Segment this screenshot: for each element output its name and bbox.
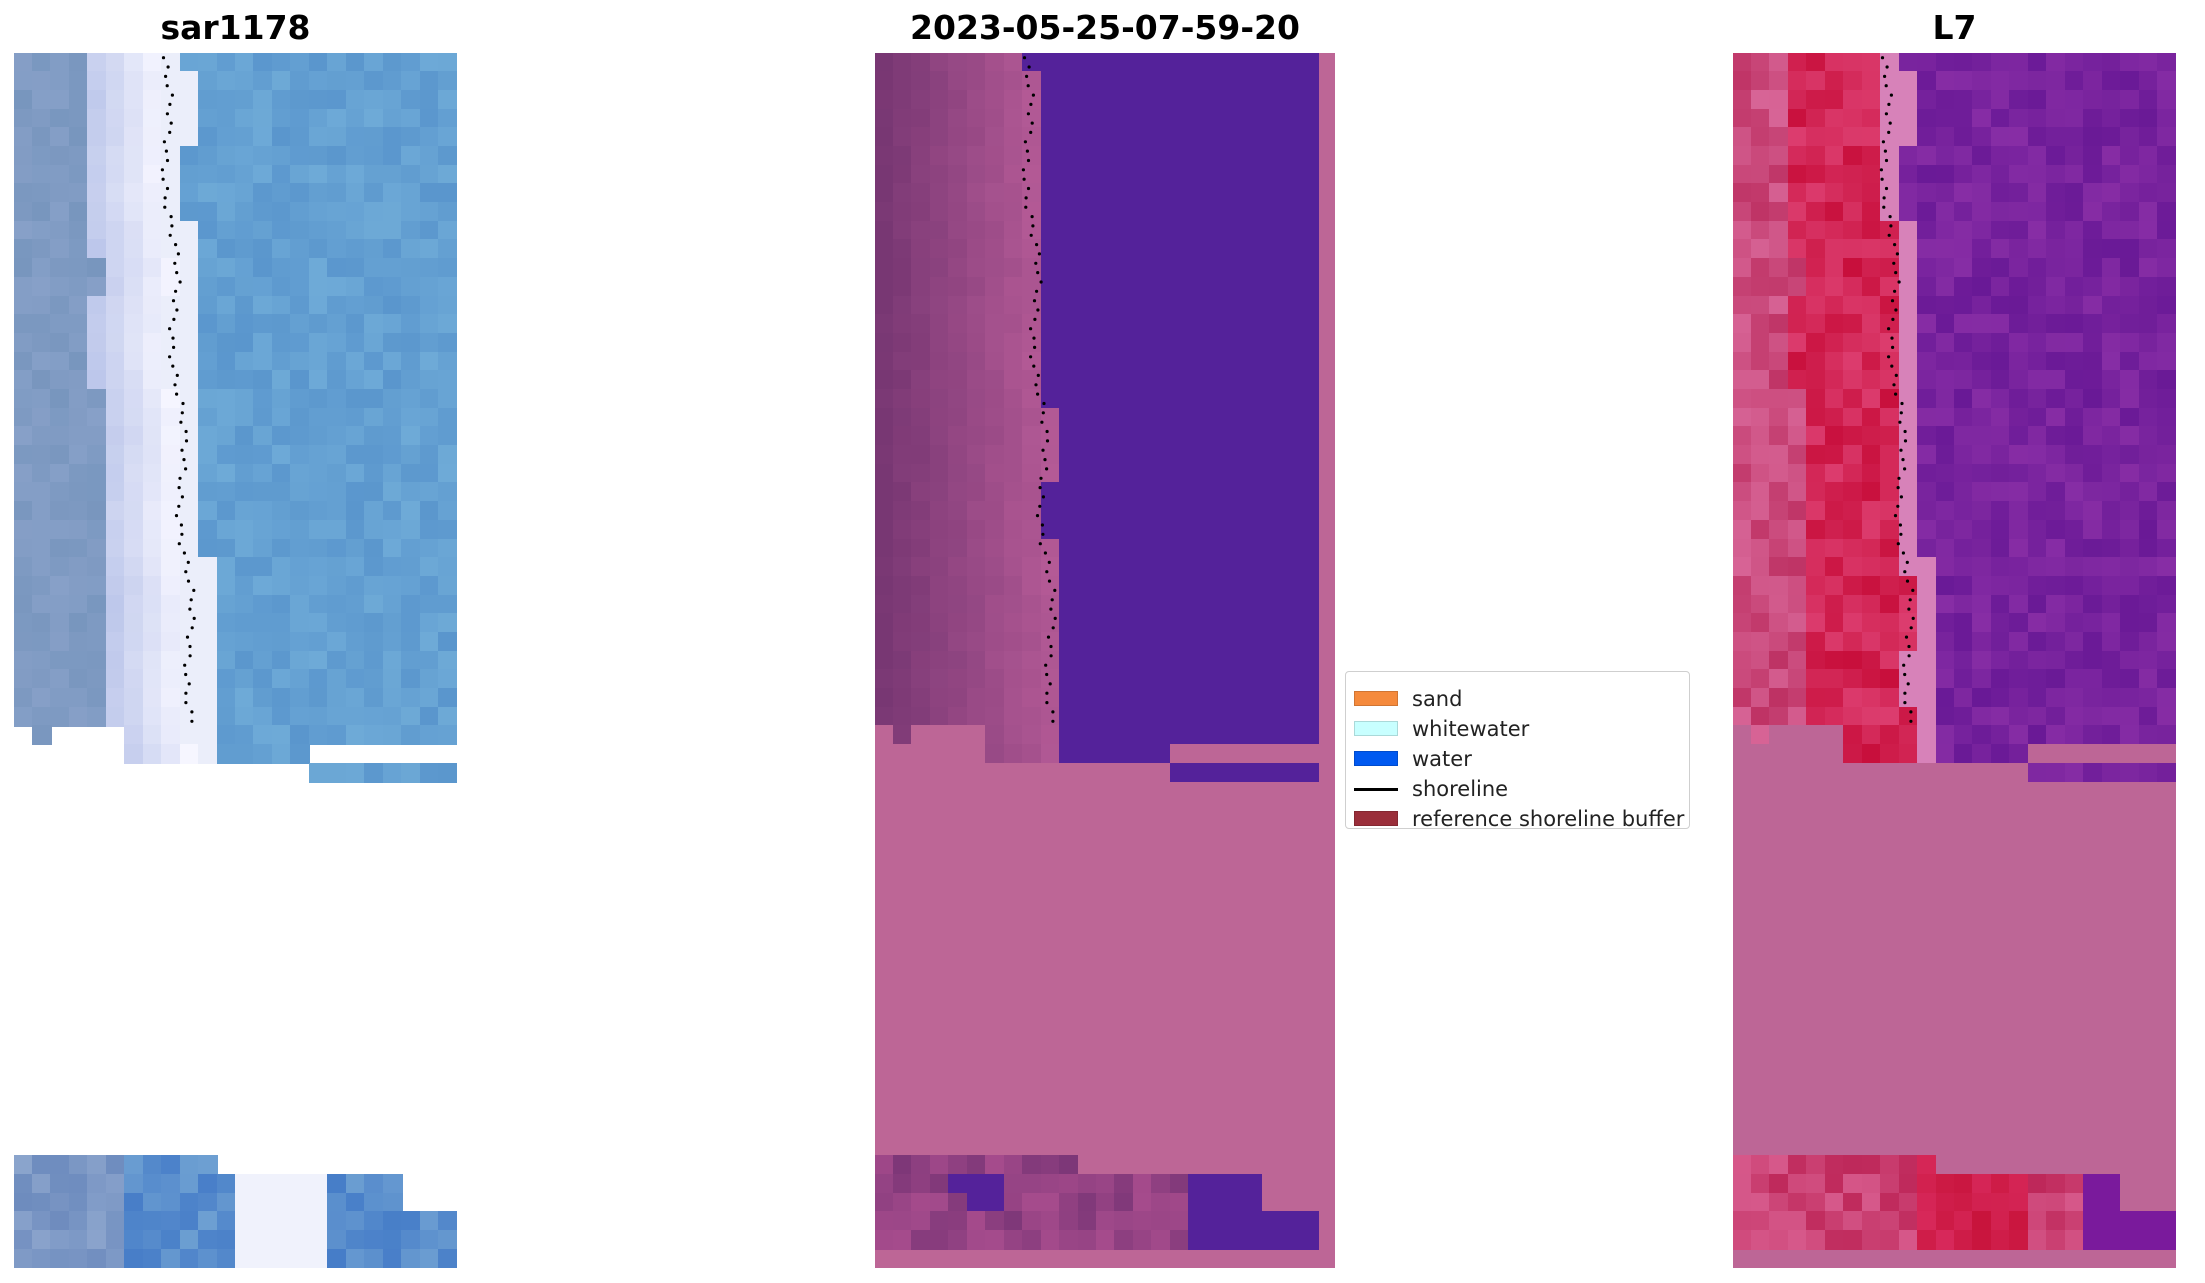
- shoreline-line-swatch: [1354, 788, 1398, 791]
- rgb-image-panel: [14, 53, 457, 1268]
- legend-label: whitewater: [1412, 717, 1530, 741]
- legend-label: shoreline: [1412, 777, 1509, 801]
- index-image: [1733, 53, 2176, 1268]
- panel-title-rgb: sar1178: [160, 8, 311, 47]
- index-image-panel: [1733, 53, 2176, 1268]
- classified-image-panel: [875, 53, 1335, 1268]
- panel-title-index: L7: [1932, 8, 1977, 47]
- reference-buffer-swatch: [1354, 811, 1398, 826]
- sand-swatch: [1354, 691, 1398, 706]
- legend-label: water: [1412, 747, 1472, 771]
- water-swatch: [1354, 751, 1398, 766]
- legend-label: sand: [1412, 687, 1463, 711]
- classified-image: [875, 53, 1335, 1268]
- panel-title-classified: 2023-05-25-07-59-20: [910, 8, 1300, 47]
- legend: sand whitewater water shoreline referenc…: [1345, 671, 1690, 831]
- rgb-image: [14, 53, 457, 1268]
- legend-label: reference shoreline buffer: [1412, 807, 1685, 831]
- whitewater-swatch: [1354, 721, 1398, 736]
